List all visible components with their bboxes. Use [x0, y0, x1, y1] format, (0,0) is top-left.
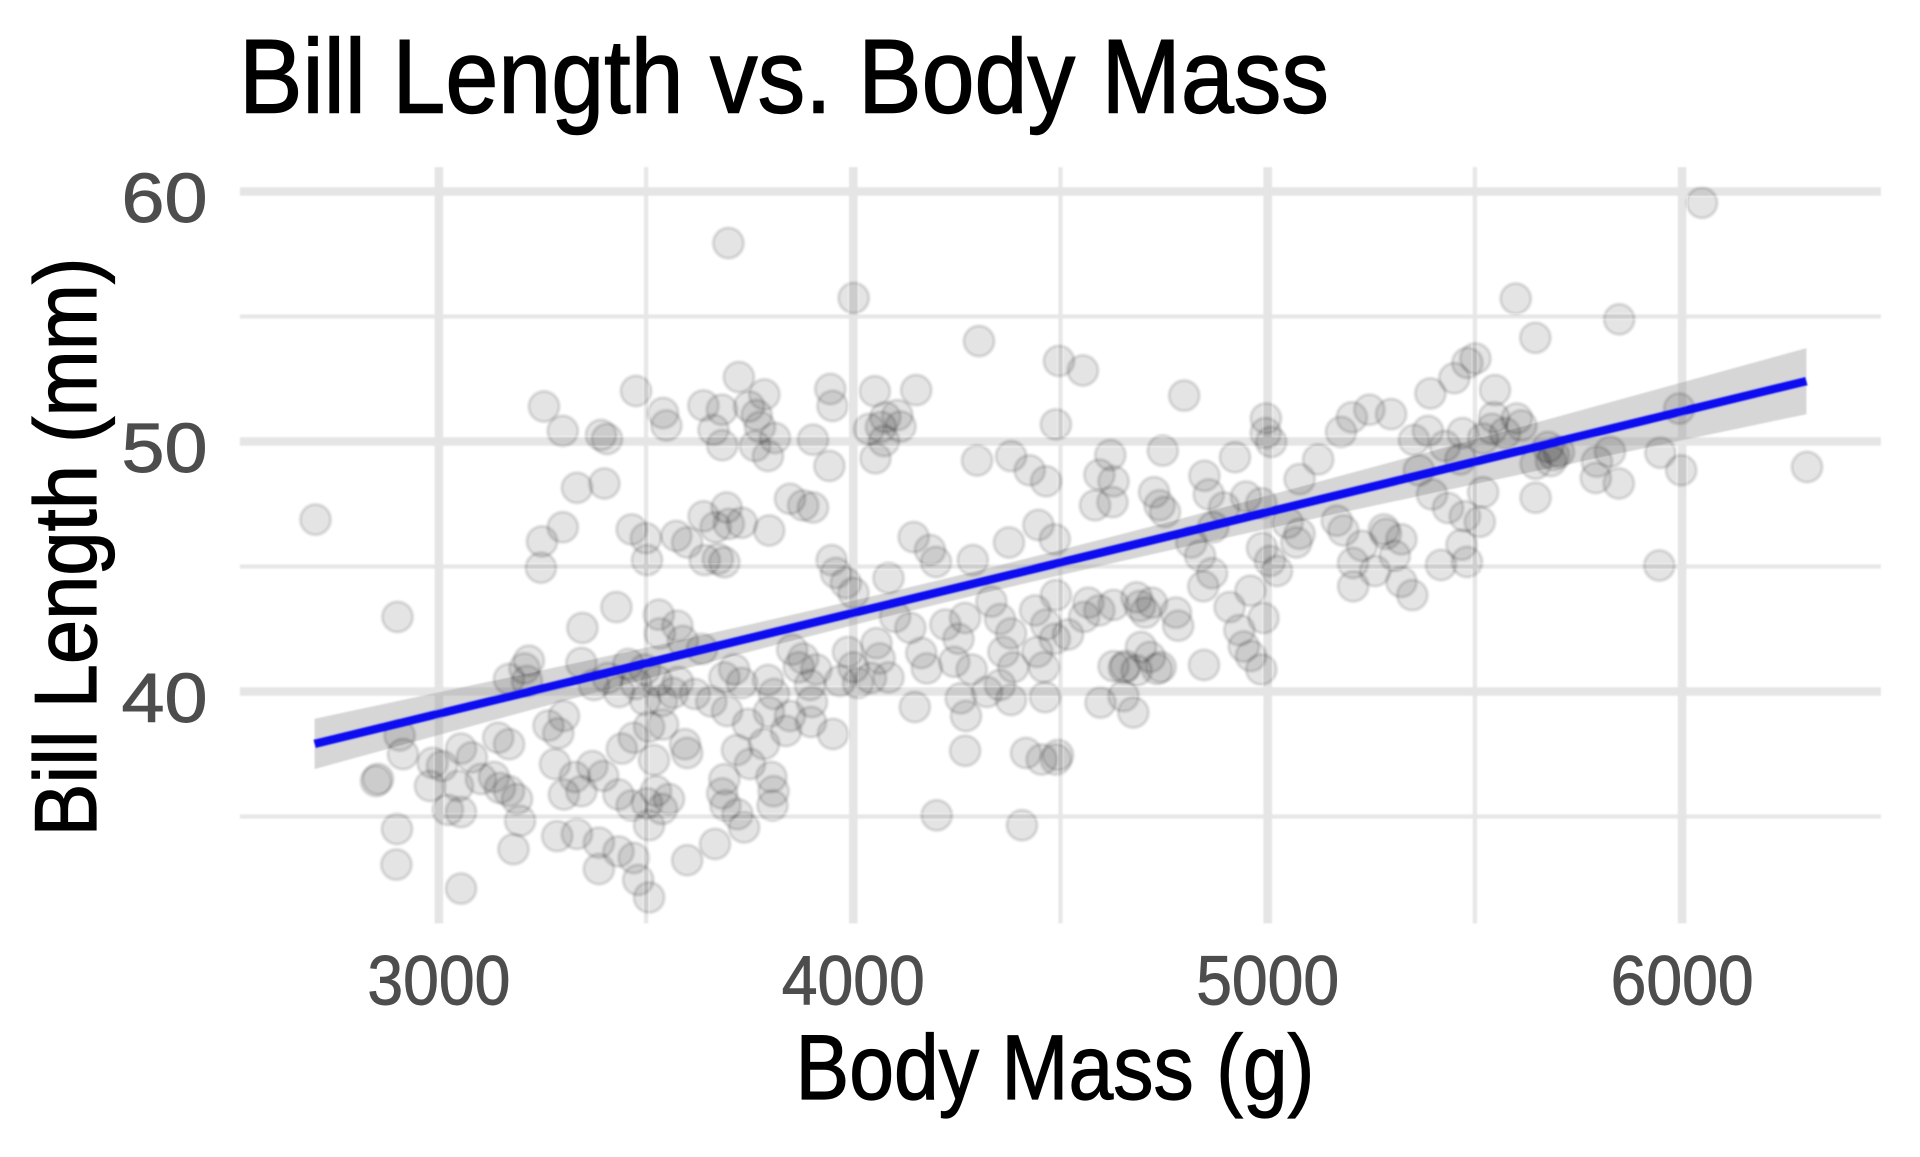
svg-text:5000: 5000 [1196, 942, 1339, 1020]
svg-text:60: 60 [122, 159, 208, 237]
svg-text:4000: 4000 [782, 942, 925, 1020]
svg-text:3000: 3000 [367, 942, 510, 1020]
svg-text:50: 50 [122, 409, 208, 487]
svg-text:Bill Length (mm): Bill Length (mm) [16, 258, 115, 837]
svg-text:Body Mass (g): Body Mass (g) [796, 1017, 1315, 1119]
svg-text:Bill Length vs. Body Mass: Bill Length vs. Body Mass [239, 19, 1329, 136]
svg-text:6000: 6000 [1611, 942, 1754, 1020]
svg-text:40: 40 [122, 659, 208, 737]
